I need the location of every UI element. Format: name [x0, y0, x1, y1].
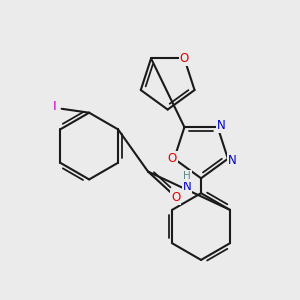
Text: N: N [227, 154, 236, 167]
Text: O: O [168, 152, 177, 165]
Text: O: O [180, 52, 189, 65]
Text: N: N [217, 119, 226, 132]
Text: I: I [53, 100, 56, 113]
Text: N: N [183, 180, 191, 193]
Text: H: H [183, 171, 191, 181]
Text: O: O [171, 190, 180, 204]
